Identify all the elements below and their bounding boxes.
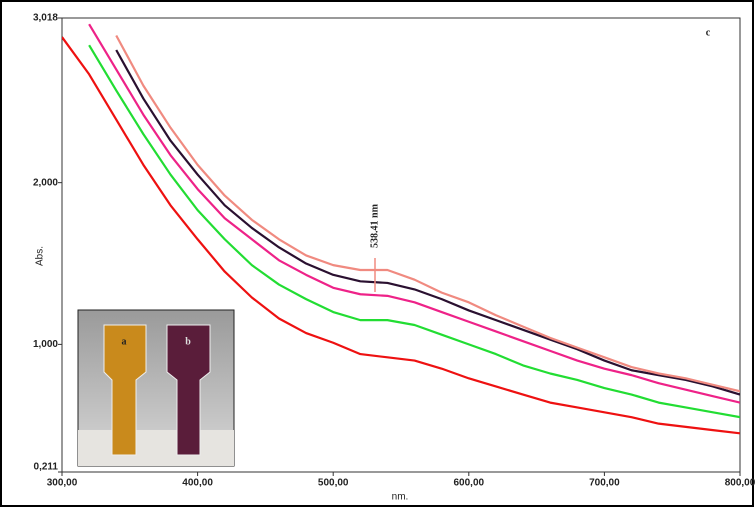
series-line bbox=[115, 34, 740, 393]
cuvette-b bbox=[166, 324, 211, 456]
inset-label: b bbox=[185, 336, 191, 347]
series-line bbox=[88, 23, 740, 404]
x-axis-label: nm. bbox=[392, 492, 409, 503]
panel-label: c bbox=[706, 27, 711, 38]
x-tick-label: 500,00 bbox=[318, 478, 349, 489]
y-tick-label: 1,000 bbox=[33, 339, 58, 350]
inset-table bbox=[78, 430, 234, 466]
series-line bbox=[88, 44, 740, 419]
series-line bbox=[115, 49, 740, 396]
plot-frame bbox=[61, 17, 741, 473]
x-tick-label: 800,00 bbox=[725, 478, 755, 489]
x-tick-label: 400,00 bbox=[182, 478, 213, 489]
y-tick-label: 0,211 bbox=[34, 462, 59, 473]
x-tick-label: 600,00 bbox=[454, 478, 485, 489]
y-tick-label: 3,018 bbox=[33, 13, 58, 24]
inset-photo: a b bbox=[77, 309, 235, 467]
inset-label: a bbox=[122, 336, 127, 347]
x-tick-label: 300,00 bbox=[47, 478, 78, 489]
y-tick-label: 2,000 bbox=[33, 177, 58, 188]
lines bbox=[62, 23, 740, 435]
annotation: 538.41 nm bbox=[369, 203, 380, 248]
series-line bbox=[62, 36, 740, 435]
y-axis-label: Abs. bbox=[35, 246, 46, 266]
x-tick-label: 700,00 bbox=[589, 478, 620, 489]
cuvette-a bbox=[103, 324, 147, 456]
